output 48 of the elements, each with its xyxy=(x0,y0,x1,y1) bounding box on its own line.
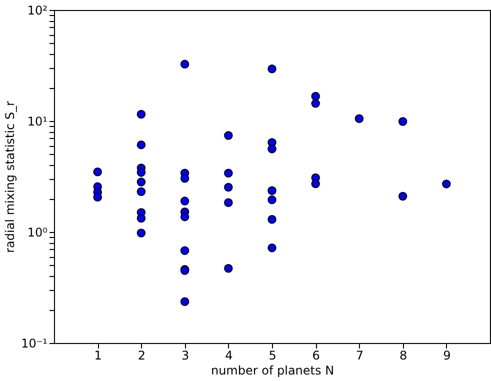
point xyxy=(180,212,190,222)
y-axis-title: radial mixing statistic S_r xyxy=(3,101,18,253)
point xyxy=(180,246,190,255)
x-tick-label: 9 xyxy=(443,348,451,362)
point xyxy=(136,187,146,196)
point xyxy=(268,64,276,74)
y-tick-label: 10² xyxy=(27,4,48,18)
point xyxy=(311,179,320,188)
point xyxy=(311,99,320,108)
x-tick-label: 8 xyxy=(399,348,408,362)
point xyxy=(224,182,233,192)
x-tick-label: 7 xyxy=(356,348,364,362)
point xyxy=(136,110,146,119)
x-tick-label: 5 xyxy=(268,348,276,362)
x-tick-label: 2 xyxy=(138,348,146,362)
x-tick-label: 1 xyxy=(94,348,102,362)
point xyxy=(224,264,233,273)
point xyxy=(224,131,233,140)
point xyxy=(398,192,408,201)
point xyxy=(180,60,190,69)
point xyxy=(136,168,146,177)
x-tick-label: 4 xyxy=(225,348,233,362)
x-axis-title: number of planets N xyxy=(210,364,334,378)
x-tick-label: 3 xyxy=(181,348,190,362)
point xyxy=(354,114,364,124)
point xyxy=(268,243,276,252)
y-tick-label: 10⁻¹ xyxy=(21,336,48,350)
point xyxy=(93,192,102,202)
point xyxy=(180,196,190,206)
point xyxy=(442,180,451,188)
point xyxy=(224,198,233,207)
point xyxy=(180,174,190,183)
point xyxy=(136,214,146,223)
point xyxy=(136,140,146,150)
point xyxy=(311,92,320,101)
point xyxy=(224,168,233,178)
point xyxy=(136,228,146,238)
point xyxy=(268,214,276,224)
point xyxy=(136,178,146,186)
y-tick-label: 10¹ xyxy=(27,114,48,128)
point xyxy=(268,186,276,195)
point xyxy=(398,117,408,126)
point xyxy=(268,195,276,204)
point xyxy=(93,168,102,176)
y-tick-label: 10⁰ xyxy=(27,226,48,240)
point xyxy=(180,297,190,306)
x-tick-label: 6 xyxy=(312,348,320,362)
point xyxy=(268,144,276,154)
